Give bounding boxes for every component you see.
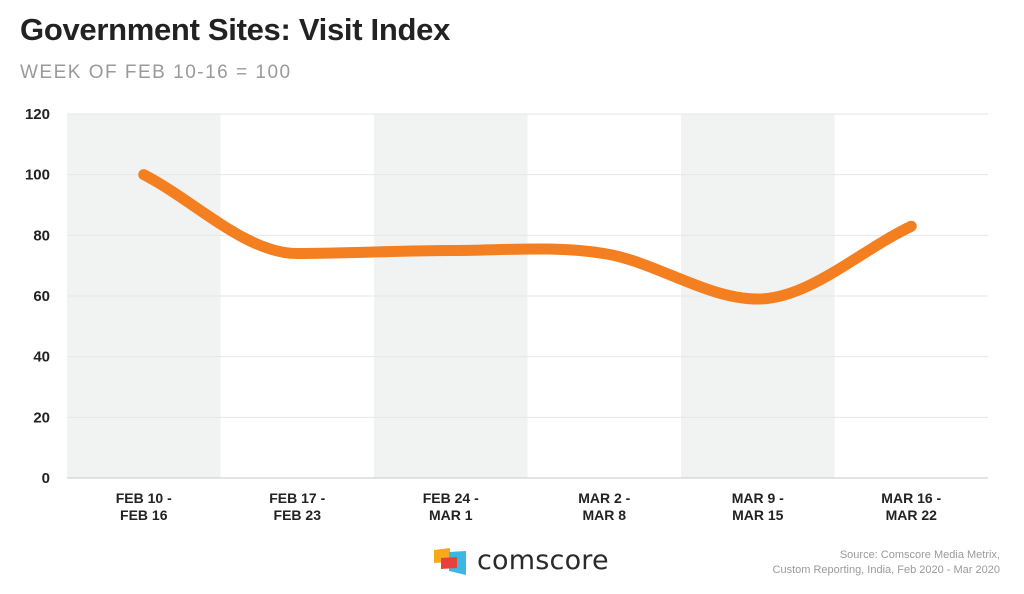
x-tick-label: MAR 16 -MAR 22 (881, 490, 941, 523)
gridlines (67, 113, 988, 479)
y-tick-label: 40 (33, 349, 50, 366)
y-tick-label: 100 (25, 167, 50, 184)
x-tick-label-line: MAR 16 - (881, 490, 941, 506)
x-tick-label: FEB 10 -FEB 16 (116, 490, 172, 523)
source-note: Source: Comscore Media Metrix, Custom Re… (773, 548, 1000, 578)
x-tick-label-line: MAR 15 (732, 507, 784, 523)
x-tick-label-line: MAR 2 - (578, 490, 630, 506)
comscore-logo-text: comscore (477, 545, 609, 576)
x-tick-label: MAR 9 -MAR 15 (732, 490, 784, 523)
y-tick-label: 0 (42, 470, 50, 487)
y-tick-label: 80 (33, 227, 50, 244)
x-tick-label-line: MAR 9 - (732, 490, 784, 506)
chart-title: Government Sites: Visit Index (20, 12, 451, 47)
x-tick-label-line: FEB 23 (274, 507, 322, 523)
x-tick-label-line: FEB 24 - (423, 490, 479, 506)
y-tick-label: 20 (33, 409, 50, 426)
x-tick-label-line: FEB 10 - (116, 490, 172, 506)
y-tick-label: 60 (33, 288, 50, 305)
comscore-logo: comscore (433, 545, 609, 578)
x-tick-label: MAR 2 -MAR 8 (578, 490, 630, 523)
x-tick-label-line: FEB 17 - (269, 490, 325, 506)
series-line-visit-index (138, 169, 917, 305)
x-tick-label: FEB 17 -FEB 23 (269, 490, 325, 523)
x-tick-label-line: MAR 8 (582, 507, 626, 523)
y-tick-label: 120 (25, 106, 50, 123)
chart-subtitle: WEEK OF FEB 10-16 = 100 (20, 62, 292, 83)
source-line-2: Custom Reporting, India, Feb 2020 - Mar … (772, 564, 1000, 576)
x-tick-label-line: MAR 22 (886, 507, 938, 523)
x-tick-label-line: FEB 16 (120, 507, 168, 523)
source-line-1: Source: Comscore Media Metrix, (839, 549, 1000, 561)
y-axis-ticks: 0 20 40 60 80 100 120 (25, 106, 50, 487)
x-tick-label: FEB 24 -MAR 1 (423, 490, 479, 523)
x-tick-label-line: MAR 1 (429, 507, 473, 523)
comscore-logo-icon (434, 548, 466, 575)
